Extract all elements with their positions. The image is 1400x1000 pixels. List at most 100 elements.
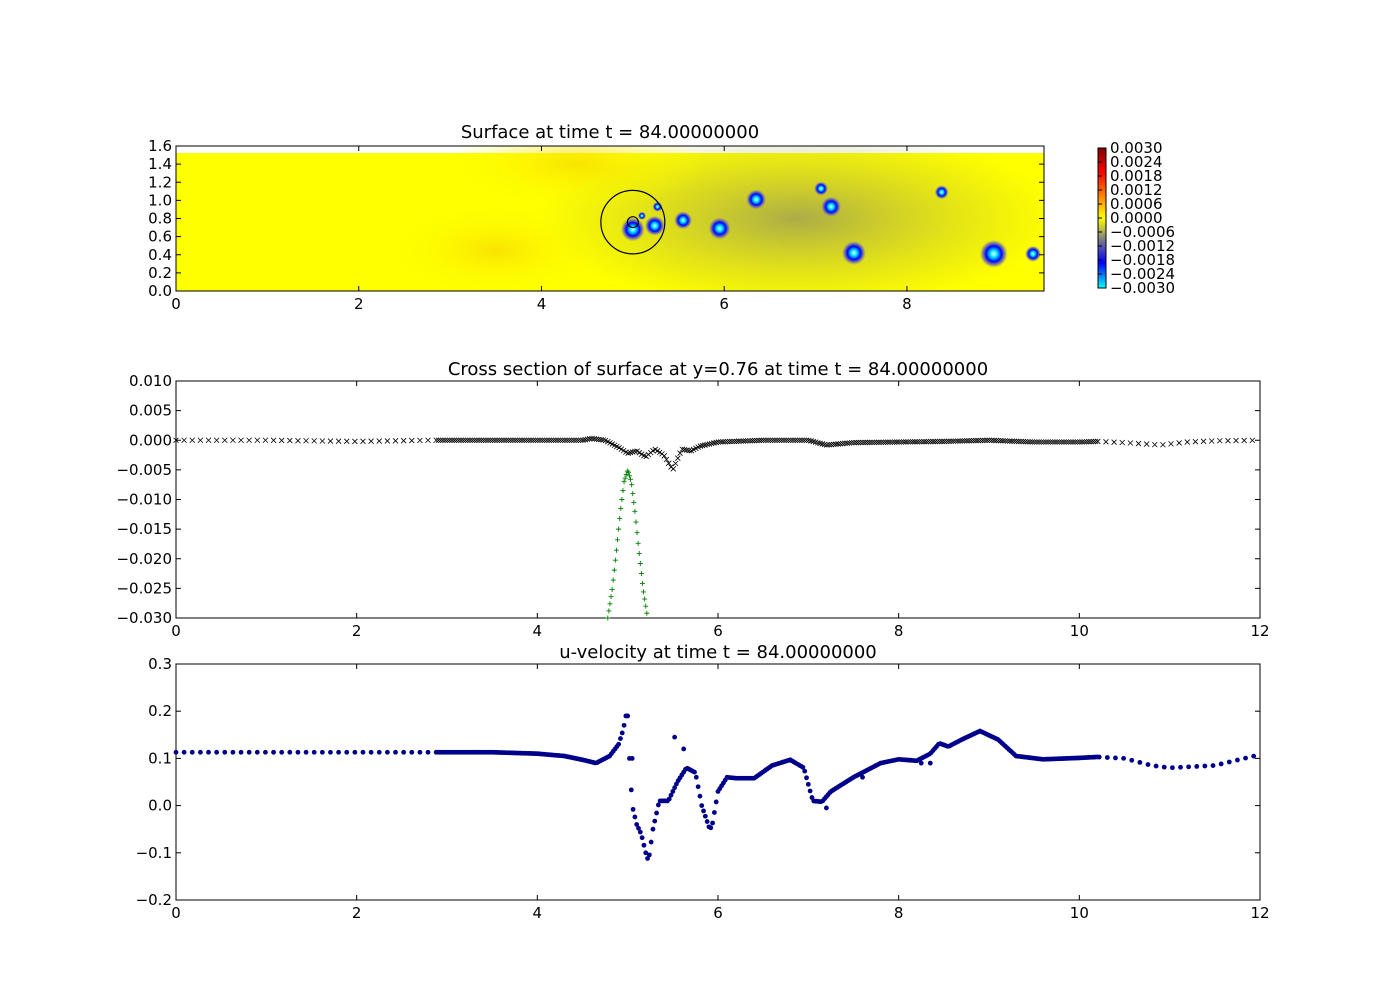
- colorbar-tick-label: −0.0006: [1110, 223, 1175, 241]
- cross-section-point: [498, 437, 505, 444]
- cross-section-point: [826, 441, 832, 448]
- x-tick-label: 0: [171, 622, 181, 640]
- cross-section-point: [467, 437, 473, 444]
- cross-section-point: [842, 440, 848, 447]
- cross-section-point: [376, 438, 383, 444]
- bathymetry-point: [631, 499, 637, 505]
- surface-ticks: 0 2 4 6 8 0.00.20.40.60.81.01.21.41.6: [148, 137, 1044, 313]
- cross-section-point: [925, 438, 932, 445]
- cross-section-point: [979, 437, 986, 444]
- cross-section-point: [742, 438, 749, 444]
- depression-spot: [708, 217, 731, 240]
- velocity-point: [189, 749, 195, 755]
- cross-section-point: [1151, 441, 1158, 448]
- cross-section-point: [912, 439, 918, 445]
- velocity-point: [618, 736, 623, 741]
- x-tick-label: 10: [1070, 622, 1089, 640]
- surface-depressions: [620, 181, 1042, 268]
- velocity-point: [695, 784, 701, 790]
- velocity-point: [1235, 757, 1240, 763]
- cross-section-ticks: 0 2 4 6 8 10 12 0.010 0.005 0.000 −0.005 −0.010 −0.0…: [116, 372, 1269, 640]
- velocity-point: [646, 852, 652, 858]
- cross-section-point: [869, 439, 875, 446]
- depression-spot: [652, 201, 663, 212]
- velocity-point: [254, 749, 260, 755]
- cross-section-point: [1249, 437, 1256, 444]
- x-tick-label: 8: [894, 904, 904, 922]
- cross-section-point: [876, 439, 882, 446]
- cross-section-point: [1020, 438, 1027, 445]
- cross-section-point: [1241, 437, 1247, 444]
- cross-section-point: [489, 437, 496, 444]
- cross-section-point: [1013, 438, 1020, 445]
- cross-section-point: [246, 437, 252, 444]
- cross-section-point: [598, 436, 604, 443]
- cross-section-point: [880, 439, 887, 446]
- bathymetry-point: [620, 488, 626, 494]
- cross-section-point: [589, 435, 595, 442]
- velocity-point: [206, 749, 211, 755]
- cross-section-point: [469, 437, 476, 444]
- velocity-point: [616, 741, 622, 747]
- cross-section-point: [772, 437, 778, 444]
- body-outline-circle: [600, 189, 666, 255]
- cross-section-point: [860, 439, 866, 446]
- cross-section-point: [1135, 440, 1142, 447]
- cross-section-point: [1217, 437, 1223, 444]
- y-tick-label: 0.005: [129, 402, 172, 420]
- cross-section-point: [485, 437, 491, 444]
- cross-section-point: [1018, 438, 1024, 445]
- cross-section-point: [564, 437, 570, 444]
- cross-section-point: [848, 439, 855, 446]
- cross-section-point: [751, 437, 758, 444]
- velocity-point: [1218, 761, 1224, 767]
- cross-section-point: [839, 440, 846, 447]
- y-tick-label: −0.2: [136, 891, 172, 909]
- cross-section-point: [686, 447, 692, 454]
- cross-section-point: [1074, 439, 1081, 445]
- velocity-point: [805, 781, 811, 787]
- cross-section-point: [550, 437, 557, 444]
- bathymetry-point: [619, 497, 625, 502]
- cross-section-point: [846, 440, 853, 446]
- cross-section-point: [205, 437, 212, 444]
- velocity-point: [713, 799, 719, 805]
- velocity-point: [1251, 753, 1257, 759]
- cross-section-point: [600, 437, 607, 443]
- cross-section-point: [1160, 441, 1166, 448]
- velocity-point: [425, 749, 431, 755]
- bathymetry-point: [615, 537, 621, 543]
- velocity-point: [643, 850, 649, 856]
- cross-section-point: [487, 437, 494, 444]
- velocity-point: [710, 820, 715, 826]
- bathymetry-point: [635, 540, 641, 546]
- cross-section-point: [921, 438, 927, 445]
- y-tick-label: 0.2: [148, 702, 172, 720]
- cross-section-point: [1006, 438, 1013, 444]
- cross-section-point: [474, 437, 480, 444]
- cross-section-point: [464, 437, 471, 444]
- depression-spot: [620, 217, 645, 242]
- cross-section-point: [855, 439, 862, 446]
- cross-section-point: [483, 437, 489, 444]
- cross-section-point: [824, 442, 830, 448]
- cross-section-point: [451, 437, 458, 444]
- cross-section-point: [501, 437, 507, 444]
- cross-section-point: [968, 437, 975, 444]
- depression-spot: [821, 196, 842, 217]
- cross-section-point: [731, 438, 738, 445]
- cross-section-point: [1022, 438, 1029, 445]
- cross-section-point: [1119, 439, 1126, 446]
- cross-section-point: [923, 438, 930, 445]
- velocity-frame: [175, 663, 1261, 901]
- cross-section-point: [496, 437, 503, 444]
- cross-section-point: [319, 438, 326, 444]
- surface-heatmap: [176, 146, 1044, 291]
- cross-section-point: [887, 439, 893, 445]
- bathymetry-point: [617, 515, 623, 521]
- cross-section-point: [557, 437, 564, 444]
- cross-section-point: [882, 439, 889, 445]
- cross-section-point: [1034, 439, 1040, 445]
- bathymetry-point: [626, 473, 632, 479]
- cross-section-point: [230, 437, 236, 444]
